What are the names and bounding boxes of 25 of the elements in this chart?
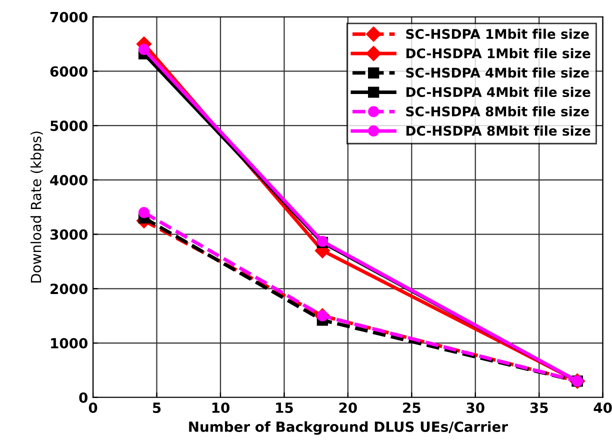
y-tick-label: 4000 bbox=[50, 174, 88, 186]
x-tick-label: 25 bbox=[403, 402, 420, 413]
y-tick-label: 7000 bbox=[50, 12, 88, 22]
y-tick-label: 1000 bbox=[51, 338, 88, 348]
x-tick-label: 35 bbox=[530, 402, 548, 413]
x-tick-label: 15 bbox=[276, 402, 293, 413]
y-tick-label: 0 bbox=[79, 392, 88, 403]
legend-label: DC-HSDPA 8Mbit file size bbox=[406, 126, 590, 136]
x-tick-label: 30 bbox=[466, 402, 484, 413]
y-tick-label: 6000 bbox=[50, 66, 88, 77]
x-tick-label: 0 bbox=[88, 402, 98, 413]
legend-label: SC-HSDPA 8Mbit file size bbox=[406, 106, 589, 116]
y-tick-label: 5000 bbox=[50, 120, 88, 132]
x-tick-label: 5 bbox=[152, 402, 161, 413]
y-tick-label: 2000 bbox=[50, 284, 88, 294]
x-tick-label: 20 bbox=[339, 402, 357, 413]
y-tick-label: 3000 bbox=[50, 229, 88, 240]
x-tick-label: 10 bbox=[212, 402, 230, 413]
legend-label: SC-HSDPA 1Mbit file size bbox=[406, 28, 589, 39]
x-axis-title: Number of Background DLUS UEs/Carrier bbox=[189, 421, 508, 435]
legend-label: DC-HSDPA 1Mbit file size bbox=[406, 48, 590, 58]
x-tick-label: 40 bbox=[594, 402, 612, 413]
y-axis-title: Download Rate (kbps) bbox=[30, 132, 44, 282]
legend-label: DC-HSDPA 4Mbit file size bbox=[406, 86, 590, 98]
legend-label: SC-HSDPA 4Mbit file size bbox=[406, 67, 589, 78]
